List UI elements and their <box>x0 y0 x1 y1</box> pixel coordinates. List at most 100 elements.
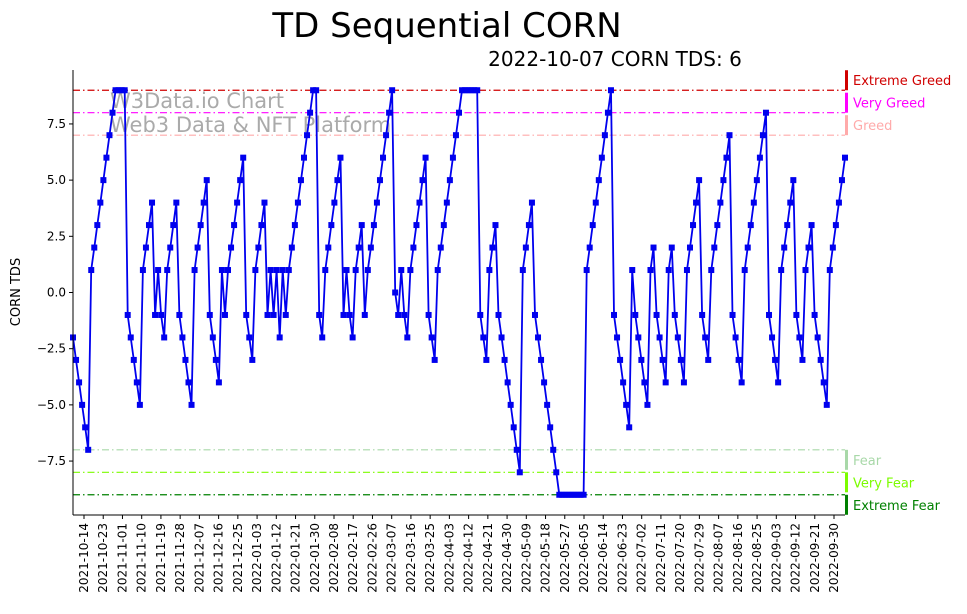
data-point <box>170 222 177 229</box>
data-point <box>553 469 560 476</box>
data-point <box>690 222 697 229</box>
data-point <box>82 424 89 431</box>
x-tick-label: 2022-05-09 <box>519 523 533 593</box>
level-label: Very Greed <box>853 97 925 112</box>
level-label: Very Fear <box>853 476 915 491</box>
data-point <box>772 356 779 363</box>
data-point <box>139 267 146 274</box>
level-bar <box>845 70 848 91</box>
data-point <box>334 177 341 184</box>
data-point <box>620 379 627 386</box>
data-point <box>443 199 450 206</box>
data-point <box>212 356 219 363</box>
data-point <box>425 311 432 318</box>
data-point <box>756 154 763 161</box>
data-point <box>598 154 605 161</box>
data-point <box>340 311 347 318</box>
data-point <box>355 244 362 251</box>
data-point <box>589 222 596 229</box>
data-point <box>361 311 368 318</box>
data-point <box>720 177 727 184</box>
data-point <box>832 222 839 229</box>
data-point <box>364 267 371 274</box>
data-point <box>228 244 235 251</box>
data-point <box>297 177 304 184</box>
data-point <box>231 222 238 229</box>
data-point <box>525 222 532 229</box>
data-point <box>285 267 292 274</box>
chart-subtitle: 2022-10-07 CORN TDS: 6 <box>488 47 742 71</box>
data-point <box>513 446 520 453</box>
level-label: Fear <box>853 454 882 469</box>
x-tick-label: 2022-06-14 <box>596 523 610 593</box>
data-point <box>94 222 101 229</box>
data-point <box>325 244 332 251</box>
data-point <box>127 334 134 341</box>
data-point <box>519 267 526 274</box>
data-point <box>568 491 575 498</box>
data-point <box>215 379 222 386</box>
data-point <box>118 87 125 94</box>
data-point <box>668 244 675 251</box>
data-point <box>246 334 253 341</box>
data-point <box>507 401 514 408</box>
level-bar <box>845 449 848 470</box>
data-point <box>145 222 152 229</box>
data-point <box>273 267 280 274</box>
data-point <box>337 154 344 161</box>
x-tick-label: 2022-08-16 <box>731 523 745 593</box>
data-point <box>307 109 314 116</box>
data-point <box>446 177 453 184</box>
x-tick-label: 2021-11-28 <box>173 523 187 593</box>
x-tick-label: 2022-07-29 <box>692 523 706 593</box>
x-tick-label: 2022-07-20 <box>673 523 687 593</box>
data-point <box>708 267 715 274</box>
data-point <box>185 379 192 386</box>
data-point <box>538 356 545 363</box>
data-point <box>711 244 718 251</box>
data-point <box>486 267 493 274</box>
data-point <box>173 199 180 206</box>
data-point <box>249 356 256 363</box>
data-point <box>121 87 128 94</box>
data-point <box>583 267 590 274</box>
data-point <box>750 199 757 206</box>
data-point <box>607 87 614 94</box>
data-point <box>97 199 104 206</box>
x-tick-label: 2022-01-12 <box>269 523 283 593</box>
data-point <box>243 311 250 318</box>
data-point <box>389 87 396 94</box>
data-point <box>313 87 320 94</box>
data-point <box>705 356 712 363</box>
data-point <box>522 244 529 251</box>
data-point <box>702 334 709 341</box>
data-point <box>671 311 678 318</box>
data-point <box>501 356 508 363</box>
data-point <box>759 132 766 139</box>
data-point <box>434 267 441 274</box>
data-point <box>124 311 131 318</box>
data-point <box>784 222 791 229</box>
data-point <box>261 199 268 206</box>
data-point <box>796 334 803 341</box>
data-point <box>419 177 426 184</box>
data-point <box>729 311 736 318</box>
data-point <box>656 334 663 341</box>
series-line <box>72 89 846 496</box>
data-point <box>732 334 739 341</box>
x-tick-label: 2022-07-02 <box>635 523 649 593</box>
data-point <box>574 491 581 498</box>
data-point <box>410 244 417 251</box>
x-tick-label: 2021-12-25 <box>231 523 245 593</box>
data-point <box>838 177 845 184</box>
data-point <box>629 267 636 274</box>
data-point <box>310 87 317 94</box>
data-point <box>130 356 137 363</box>
data-point <box>383 132 390 139</box>
data-point <box>632 311 639 318</box>
x-tick-label: 2021-11-19 <box>154 523 168 593</box>
data-point <box>550 446 557 453</box>
data-point <box>395 311 402 318</box>
x-tick-label: 2022-02-17 <box>346 523 360 593</box>
